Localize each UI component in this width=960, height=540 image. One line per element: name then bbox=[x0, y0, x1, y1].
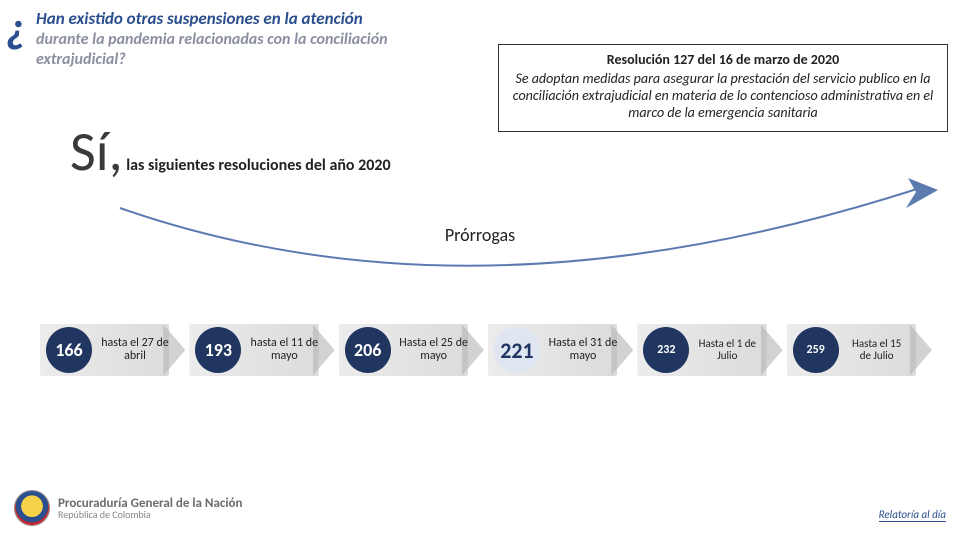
question-rest: durante la pandemia relacionadas con la … bbox=[36, 30, 388, 69]
logo-text: Procuraduría General de la Nación Repúbl… bbox=[58, 497, 242, 520]
question-mark: ¿ bbox=[6, 0, 26, 54]
timeline-desc: Hasta el 25 de mayo bbox=[399, 337, 469, 362]
resolution-title: Resolución 127 del 16 de marzo de 2020 bbox=[507, 51, 939, 68]
footer-right: Relatoría al día bbox=[879, 508, 946, 522]
timeline-badge: 206 bbox=[345, 327, 391, 373]
question-line1: Han existido otras suspensiones en la at… bbox=[36, 8, 363, 29]
footer-logo: Procuraduría General de la Nación Repúbl… bbox=[14, 490, 242, 526]
chevron-icon: 193 hasta el 11 de mayo bbox=[189, 324, 332, 376]
timeline: 166 hasta el 27 de abril 193 hasta el 11 de… bbox=[40, 300, 930, 400]
timeline-desc: Hasta el 31 de mayo bbox=[548, 337, 618, 362]
timeline-badge: 259 bbox=[793, 327, 839, 373]
timeline-badge: 166 bbox=[46, 327, 92, 373]
timeline-item: 259 Hasta el 15 de Julio bbox=[787, 300, 930, 400]
chevron-icon: 206 Hasta el 25 de mayo bbox=[339, 324, 482, 376]
timeline-desc: hasta el 11 de mayo bbox=[249, 337, 319, 362]
chevron-icon: 221 Hasta el 31 de mayo bbox=[488, 324, 631, 376]
timeline-item: 166 hasta el 27 de abril bbox=[40, 300, 183, 400]
timeline-badge: 193 bbox=[195, 327, 241, 373]
timeline-desc: hasta el 27 de abril bbox=[100, 337, 170, 362]
chevron-icon: 232 Hasta el 1 de Julio bbox=[637, 324, 780, 376]
timeline-desc: Hasta el 1 de Julio bbox=[697, 338, 757, 361]
seal-icon bbox=[14, 490, 50, 526]
slide: ¿ Han existido otras suspensiones en la … bbox=[0, 0, 960, 540]
chevron-icon: 259 Hasta el 15 de Julio bbox=[787, 324, 930, 376]
arc-label: Prórrogas bbox=[0, 224, 960, 246]
logo-sub: República de Colombia bbox=[58, 510, 242, 520]
timeline-badge: 221 bbox=[494, 327, 540, 373]
timeline-item: 193 hasta el 11 de mayo bbox=[189, 300, 332, 400]
timeline-item: 232 Hasta el 1 de Julio bbox=[637, 300, 780, 400]
resolution-box: Resolución 127 del 16 de marzo de 2020 S… bbox=[498, 44, 948, 132]
timeline-item: 206 Hasta el 25 de mayo bbox=[339, 300, 482, 400]
timeline-badge: 232 bbox=[643, 327, 689, 373]
timeline-item: 221 Hasta el 31 de mayo bbox=[488, 300, 631, 400]
arc-arrowhead bbox=[906, 178, 938, 208]
timeline-desc: Hasta el 15 de Julio bbox=[847, 338, 907, 361]
resolution-body: Se adoptan medidas para asegurar la pres… bbox=[513, 70, 933, 121]
question-text: Han existido otras suspensiones en la at… bbox=[36, 8, 466, 70]
chevron-icon: 166 hasta el 27 de abril bbox=[40, 324, 183, 376]
